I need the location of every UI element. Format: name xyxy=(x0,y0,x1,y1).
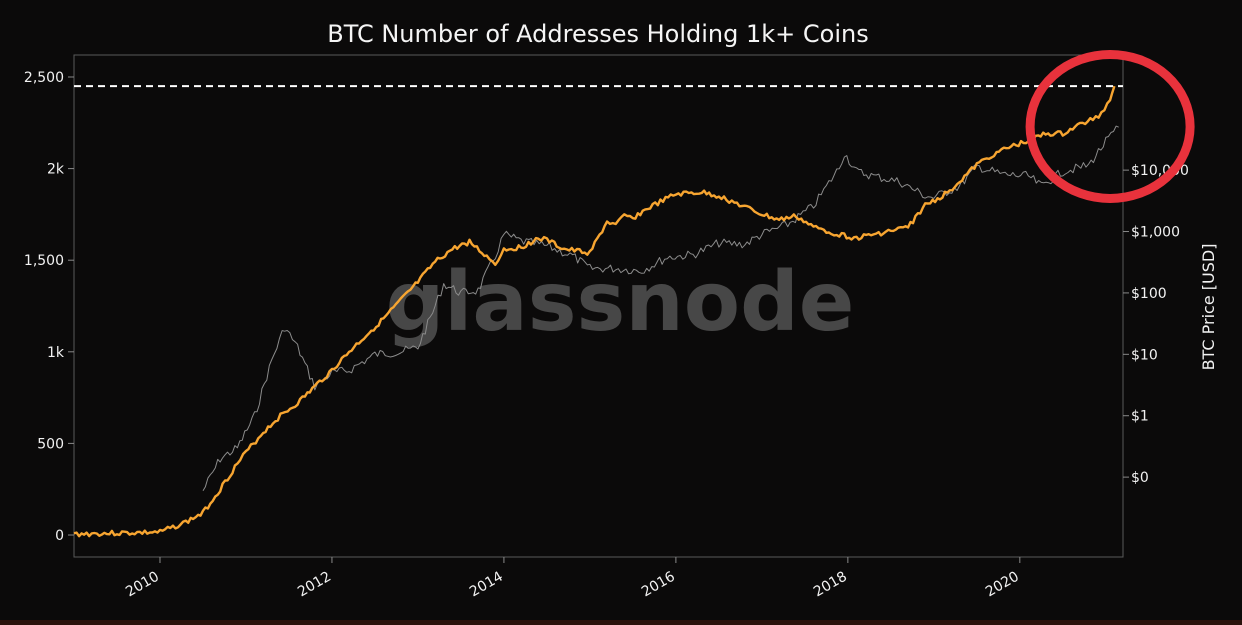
bottom-strip xyxy=(0,620,1242,625)
y-tick-label: 2,500 xyxy=(24,70,64,86)
y-tick-label: 1,500 xyxy=(24,253,64,269)
y2-tick-label: $10 xyxy=(1131,347,1158,363)
x-tick-label: 2014 xyxy=(467,569,506,601)
chart-title: BTC Number of Addresses Holding 1k+ Coin… xyxy=(327,20,869,48)
x-tick-label: 2018 xyxy=(811,569,850,601)
y2-tick-label: $100 xyxy=(1131,286,1167,302)
x-tick-label: 2016 xyxy=(639,569,678,601)
y2-axis-label: BTC Price [USD] xyxy=(1199,244,1218,371)
y2-tick-label: $1,000 xyxy=(1131,225,1180,241)
watermark-logo: glassnode xyxy=(386,255,855,350)
x-tick-label: 2010 xyxy=(123,569,162,601)
addresses-line xyxy=(73,85,1116,538)
y-tick-label: 0 xyxy=(55,528,64,544)
plot-frame xyxy=(73,54,1124,558)
x-tick-label: 2012 xyxy=(295,569,334,601)
price-line xyxy=(202,125,1119,491)
y-tick-label: 1k xyxy=(47,345,65,361)
highlight-ellipse xyxy=(1025,49,1195,203)
addresses-series xyxy=(73,85,1116,538)
x-tick-label: 2020 xyxy=(983,569,1022,601)
y2-tick-label: $1 xyxy=(1131,409,1149,425)
price-series xyxy=(202,125,1119,491)
y2-tick-label: $0 xyxy=(1131,470,1149,486)
highlight-circle xyxy=(1025,49,1195,203)
y-tick-label: 500 xyxy=(37,436,64,452)
y-tick-label: 2k xyxy=(47,162,65,178)
axes xyxy=(68,54,1129,563)
